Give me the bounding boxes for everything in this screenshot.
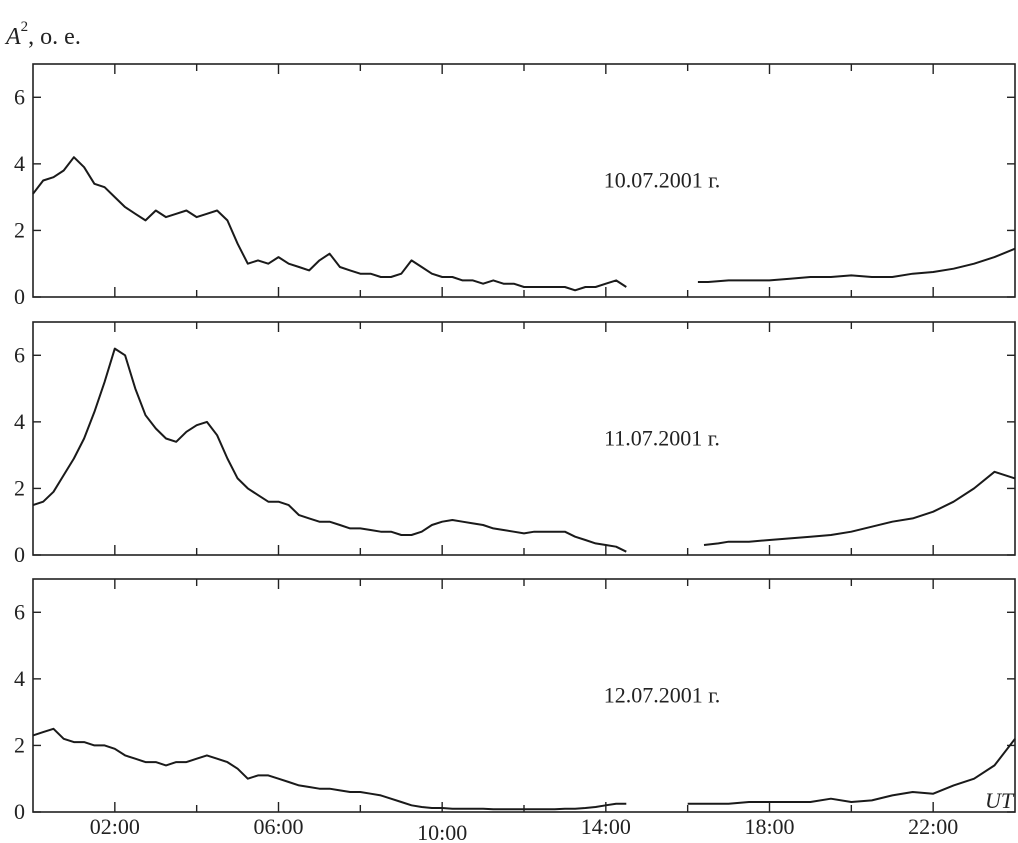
series-line-segment-1 — [32, 347, 627, 553]
y-tick-label: 0 — [14, 284, 25, 309]
x-tick-label: 02:00 — [90, 814, 140, 839]
series-line-segment-2 — [703, 470, 1016, 546]
y-tick-label: 4 — [14, 409, 25, 434]
series-line-segment-2 — [687, 738, 1016, 805]
y-tick-label: 2 — [14, 475, 25, 500]
y-tick-label: 6 — [14, 84, 25, 109]
y-axis-symbol: A — [4, 24, 21, 50]
plot-frame — [32, 63, 1016, 298]
panel-date-annotation: 10.07.2001 г. — [604, 167, 721, 192]
y-tick-label: 2 — [14, 732, 25, 757]
x-tick-label: 18:00 — [744, 814, 794, 839]
y-tick-label: 0 — [14, 542, 25, 567]
panel-date-annotation: 11.07.2001 г. — [604, 425, 720, 450]
series-line-segment-1 — [32, 727, 627, 811]
chart-panel-3: 0 2 4 6 02:00 06:00 10:00 14:00 18:00 22:00 12.07.… — [14, 578, 1016, 843]
series-line-segment-1 — [32, 156, 627, 292]
x-tick-label: 22:00 — [908, 814, 958, 839]
chart-panel-2: 0 2 4 6 11.07.2001 г. — [14, 321, 1016, 567]
series-line-segment-2 — [697, 247, 1016, 283]
y-tick-label: 4 — [14, 666, 25, 691]
x-tick-label: 10:00 — [417, 820, 467, 843]
x-axis-unit: UT — [985, 788, 1015, 813]
chart-panels: 0 2 4 6 10.07.2001 г. 0 2 4 6 11.07.2001 г. 0 2 4 6 02… — [14, 63, 1016, 843]
y-tick-label: 6 — [14, 599, 25, 624]
y-tick-label: 2 — [14, 217, 25, 242]
plot-frame — [32, 578, 1016, 813]
y-axis-label: A2, о. е. — [4, 19, 81, 50]
y-tick-label: 6 — [14, 342, 25, 367]
y-tick-label: 0 — [14, 799, 25, 824]
x-tick-label: 06:00 — [253, 814, 303, 839]
panel-date-annotation: 12.07.2001 г. — [604, 682, 721, 707]
x-tick-label: 14:00 — [581, 814, 631, 839]
y-axis-units: , о. е. — [28, 24, 81, 50]
y-tick-label: 4 — [14, 151, 25, 176]
chart-panel-1: 0 2 4 6 10.07.2001 г. — [14, 63, 1016, 309]
y-axis-superscript: 2 — [21, 19, 29, 35]
